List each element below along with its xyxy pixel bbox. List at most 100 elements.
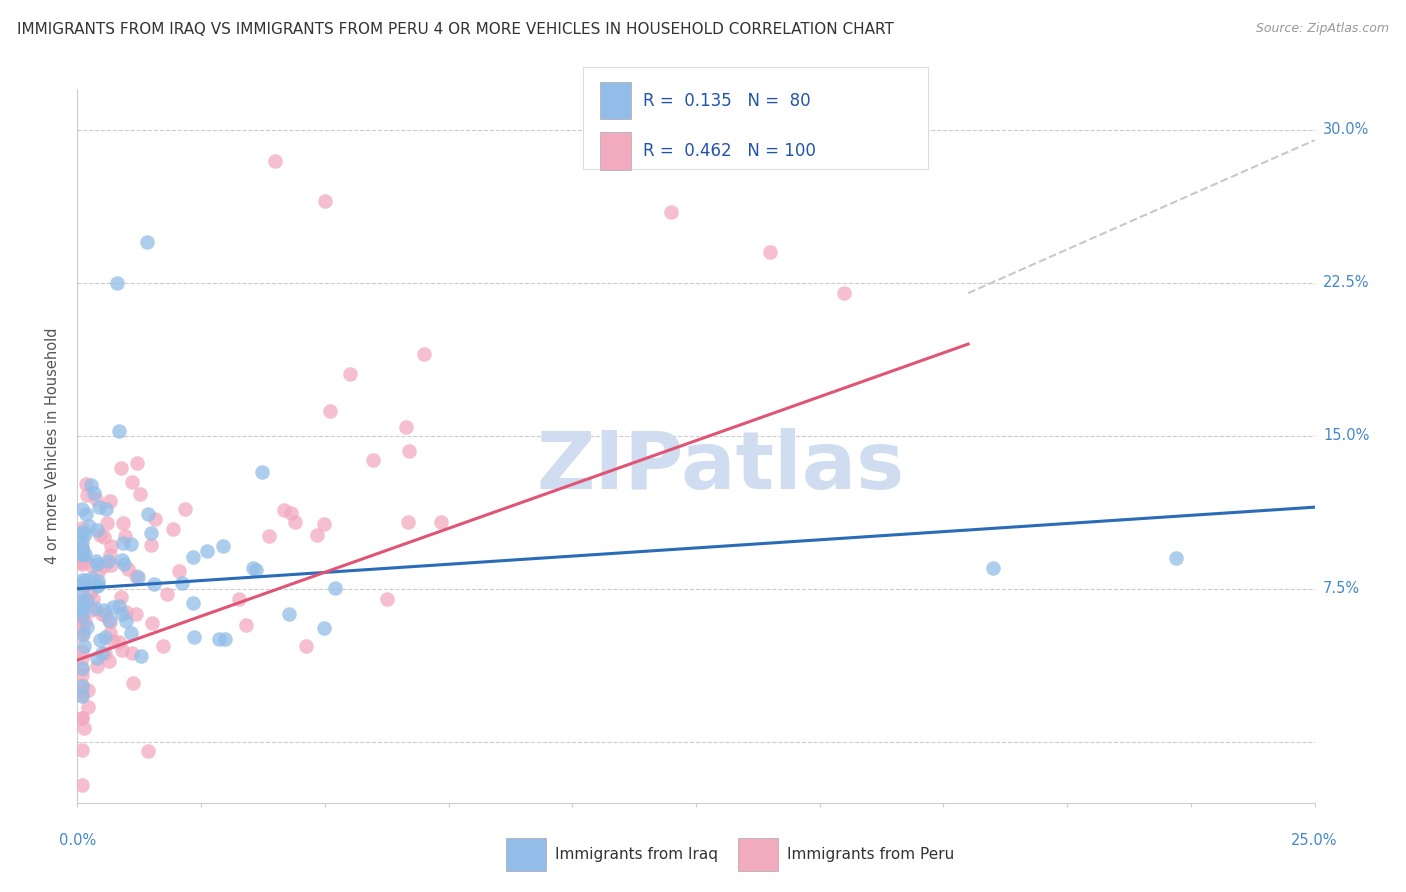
Point (98, 493, 121, 508)
Point (121, 676, 143, 690)
Point (72, 661, 94, 675)
Point (94, 630, 117, 644)
Point (80, 478, 103, 492)
Point (98, 615, 121, 629)
Point (89, 500, 111, 514)
Point (72, 521, 94, 535)
Point (135, 235, 157, 249)
Point (72, 555, 94, 569)
Point (284, 515, 307, 529)
Point (72, 662, 94, 676)
Point (115, 614, 138, 628)
Point (398, 444, 420, 458)
Point (278, 607, 301, 621)
Point (72, 583, 94, 598)
Point (84, 491, 107, 506)
Point (72, 601, 94, 615)
Point (110, 590, 132, 604)
Point (91, 607, 114, 621)
Point (183, 630, 205, 644)
Point (129, 487, 152, 501)
Point (76, 619, 98, 633)
Point (125, 569, 148, 583)
Point (430, 515, 453, 529)
Point (314, 516, 336, 531)
Point (94, 501, 117, 516)
Point (72, 502, 94, 516)
Point (173, 501, 195, 516)
Point (143, 512, 166, 526)
Text: R =  0.135   N =  80: R = 0.135 N = 80 (643, 92, 810, 110)
Point (139, 538, 162, 552)
Point (86, 650, 108, 665)
Point (72, 549, 94, 564)
Point (759, 245, 782, 260)
Point (375, 591, 398, 606)
Point (108, 634, 131, 648)
Point (72, 542, 94, 557)
Point (72, 547, 94, 561)
Point (72, 624, 94, 638)
Point (228, 591, 250, 606)
Text: 15.0%: 15.0% (1323, 428, 1369, 443)
Point (86, 524, 108, 538)
Point (339, 367, 361, 381)
Point (1164, 551, 1187, 566)
Point (162, 523, 184, 537)
Point (114, 557, 136, 571)
Point (73, 578, 96, 592)
Point (72, 627, 94, 641)
Point (273, 502, 295, 516)
Point (111, 553, 134, 567)
Point (212, 539, 235, 553)
Point (181, 596, 204, 610)
Point (72, 650, 94, 665)
Text: R =  0.462   N = 100: R = 0.462 N = 100 (643, 142, 815, 160)
Point (97, 613, 120, 627)
Point (72, 608, 94, 623)
Text: 30.0%: 30.0% (1323, 122, 1369, 137)
Point (110, 461, 132, 475)
Point (77, 683, 100, 698)
Point (981, 561, 1004, 575)
Point (72, 711, 94, 725)
Point (264, 153, 287, 168)
Point (120, 626, 142, 640)
Point (395, 420, 418, 434)
Point (82, 570, 104, 584)
Point (257, 529, 280, 543)
Text: Source: ZipAtlas.com: Source: ZipAtlas.com (1256, 22, 1389, 36)
Point (98, 548, 121, 562)
Point (73, 722, 96, 736)
Text: Immigrants from Peru: Immigrants from Peru (787, 847, 955, 862)
Point (75, 547, 97, 561)
Point (72, 612, 94, 626)
Point (73, 640, 96, 654)
Point (117, 562, 139, 576)
Point (83, 601, 105, 615)
Point (72, 576, 94, 591)
Point (139, 526, 162, 541)
Point (93, 647, 115, 661)
Text: 25.0%: 25.0% (1291, 833, 1339, 848)
Point (87, 574, 110, 588)
Point (86, 579, 108, 593)
Point (89, 633, 111, 648)
Point (143, 577, 166, 591)
Point (77, 700, 100, 714)
Point (214, 632, 236, 646)
Text: 22.5%: 22.5% (1323, 276, 1369, 291)
Point (152, 639, 174, 653)
Point (72, 524, 94, 539)
Point (97, 554, 120, 568)
Point (105, 276, 128, 290)
Point (77, 519, 100, 533)
Point (242, 561, 264, 575)
Point (72, 684, 94, 698)
Point (834, 286, 856, 301)
Point (86, 659, 108, 673)
Point (72, 593, 94, 607)
Point (659, 204, 682, 219)
Point (72, 668, 94, 682)
Point (325, 582, 347, 596)
